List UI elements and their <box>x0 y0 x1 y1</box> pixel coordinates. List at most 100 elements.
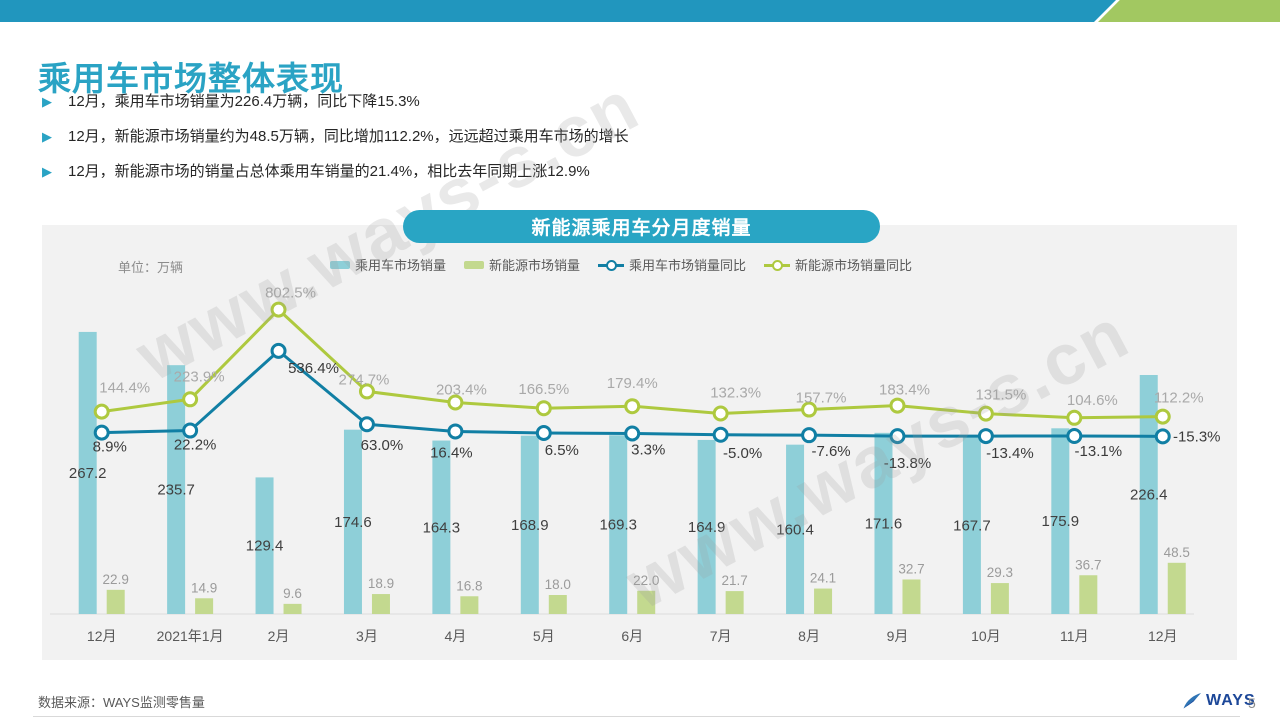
line-value-label: 22.2% <box>174 437 217 454</box>
bar-nev-sales <box>814 588 833 614</box>
line-value-label: -13.4% <box>986 445 1034 462</box>
line-marker <box>889 428 906 445</box>
legend-item-nev-sales: 新能源市场销量 <box>464 255 580 274</box>
bar-value-label: 168.9 <box>511 517 549 534</box>
line-marker <box>358 416 375 433</box>
bullet-list: ▶ 12月，乘用车市场销量为226.4万辆，同比下降15.3% ▶ 12月，新能… <box>42 92 1142 197</box>
bar-value-label: 235.7 <box>157 482 195 499</box>
bar-nev-sales <box>460 596 479 614</box>
line-marker <box>1066 428 1083 445</box>
line-value-label: -13.1% <box>1075 443 1123 460</box>
bar-nev-sales <box>106 589 125 614</box>
bar-value-label: 21.7 <box>721 573 747 588</box>
line-marker <box>801 401 818 418</box>
line-value-label: -5.0% <box>723 445 762 462</box>
ways-logo-text: WAYS <box>1206 692 1256 709</box>
x-axis-label: 12月 <box>1148 628 1178 644</box>
bar-value-label: 160.4 <box>776 521 814 538</box>
bar-value-label: 14.9 <box>191 580 217 595</box>
bar-passenger-sales <box>167 365 186 614</box>
line-value-label: 63.0% <box>361 437 404 454</box>
legend-item-passenger-sales: 乘用车市场销量 <box>330 255 446 274</box>
bar-value-label: 48.5 <box>1164 545 1190 560</box>
line-marker <box>93 424 110 441</box>
bar-passenger-sales <box>609 435 628 614</box>
bar-passenger-sales <box>697 439 716 614</box>
bar-nev-sales <box>990 583 1009 614</box>
bar-passenger-sales <box>432 440 451 614</box>
unit-label: 单位：万辆 <box>118 260 184 275</box>
bar-value-label: 18.9 <box>368 576 394 591</box>
bar-nev-sales <box>371 594 390 614</box>
bullet-item: ▶ 12月，新能源市场销量约为48.5万辆，同比增加112.2%，远远超过乘用车… <box>42 127 1142 146</box>
line-marker <box>712 405 729 422</box>
bar-passenger-sales <box>78 331 97 614</box>
bar-value-label: 175.9 <box>1042 513 1080 530</box>
green-line-swatch-icon <box>764 259 791 271</box>
line-marker <box>889 397 906 414</box>
bar-value-label: 174.6 <box>334 514 372 531</box>
line-value-label: -7.6% <box>811 443 850 460</box>
bar-value-label: 18.0 <box>545 577 571 592</box>
teal-line-swatch-icon <box>598 259 625 271</box>
line-value-label: 6.5% <box>545 442 579 459</box>
bar-value-label: 164.3 <box>423 519 461 536</box>
line-value-label: 112.2% <box>1154 390 1204 407</box>
line-marker <box>447 423 464 440</box>
x-axis-label: 7月 <box>710 628 732 644</box>
bar-value-label: 167.7 <box>953 517 991 534</box>
page-number: 5 <box>1248 695 1256 711</box>
bar-nev-sales <box>725 591 744 614</box>
bar-value-label: 9.6 <box>283 586 302 601</box>
line-marker <box>624 425 641 442</box>
bar-value-label: 164.9 <box>688 519 726 536</box>
bar-passenger-sales <box>786 444 805 614</box>
bar-nev-sales <box>195 598 214 614</box>
bullet-text: 12月，乘用车市场销量为226.4万辆，同比下降15.3% <box>68 93 420 110</box>
line-marker <box>1154 408 1171 425</box>
line-marker <box>270 342 287 359</box>
line-value-label: 536.4% <box>288 360 339 377</box>
line-value-label: 3.3% <box>631 441 665 458</box>
line-value-label: 132.3% <box>710 384 761 401</box>
x-axis-label: 10月 <box>971 628 1001 644</box>
combo-chart: 267.2 22.9 12月 235.7 14.9 2021年1月 129.4 9.6 2月 17… <box>50 285 1221 644</box>
green-bar-swatch-icon <box>464 260 485 269</box>
x-axis-label: 9月 <box>887 628 909 644</box>
bar-passenger-sales <box>1139 374 1158 614</box>
line-marker <box>1154 428 1171 445</box>
bullet-item: ▶ 12月，新能源市场的销量占总体乘用车销量的21.4%，相比去年同期上涨12.… <box>42 162 1142 181</box>
bar-passenger-sales <box>255 477 274 614</box>
line-value-label: 144.4% <box>99 380 150 397</box>
ways-logo-swoosh-icon <box>1183 693 1201 709</box>
footer-source: 数据来源：WAYS监测零售量 <box>38 695 205 710</box>
legend-item-passenger-yoy: 乘用车市场销量同比 <box>598 255 746 274</box>
line-marker <box>358 383 375 400</box>
bar-passenger-sales <box>962 436 981 614</box>
line-value-label: 203.4% <box>436 381 487 398</box>
bar-nev-sales <box>283 603 302 614</box>
bullet-arrow-icon: ▶ <box>42 164 52 179</box>
chart-legend: 乘用车市场销量 新能源市场销量 乘用车市场销量同比 新能源市场销量同比 <box>330 255 912 274</box>
line-value-label: -15.3% <box>1173 428 1221 445</box>
bar-nev-sales <box>637 590 656 614</box>
line-marker <box>624 398 641 415</box>
legend-item-nev-yoy: 新能源市场销量同比 <box>764 255 912 274</box>
ways-logo: WAYS <box>1182 692 1256 710</box>
teal-bar-swatch-icon <box>330 260 350 269</box>
x-axis-label: 3月 <box>356 628 378 644</box>
bar-value-label: 16.8 <box>456 578 482 593</box>
line-marker <box>93 403 110 420</box>
line-value-label: 183.4% <box>879 382 930 399</box>
line-value-label: 8.9% <box>93 439 127 456</box>
line-value-label: 802.5% <box>265 285 316 302</box>
line-value-label: 104.6% <box>1067 392 1118 409</box>
footer-divider <box>33 716 1240 717</box>
bar-nev-sales <box>1079 575 1098 614</box>
x-axis-label: 11月 <box>1060 628 1089 644</box>
x-axis-label: 2021年1月 <box>157 628 224 644</box>
line-value-label: 274.7% <box>339 371 390 388</box>
line-marker <box>801 427 818 444</box>
bar-value-label: 36.7 <box>1075 557 1101 572</box>
line-marker <box>535 400 552 417</box>
